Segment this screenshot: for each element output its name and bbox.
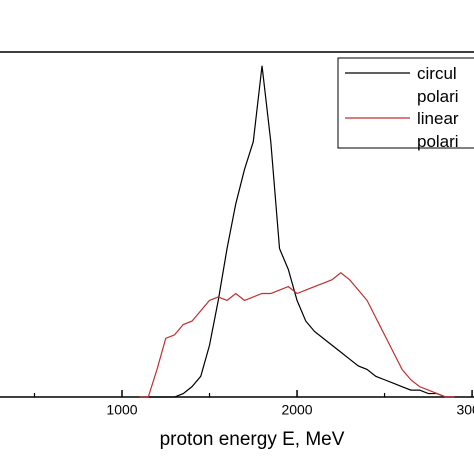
x-axis-label: proton energy E, MeV [160,429,345,450]
legend-label: circul polari [417,64,459,106]
x-tick-label: 3000 [456,402,474,418]
legend-label: linear polari [417,109,459,151]
series-line [139,272,455,398]
series-line [139,65,455,398]
x-tick-label: 2000 [281,402,312,418]
x-tick-label: 1000 [106,402,137,418]
